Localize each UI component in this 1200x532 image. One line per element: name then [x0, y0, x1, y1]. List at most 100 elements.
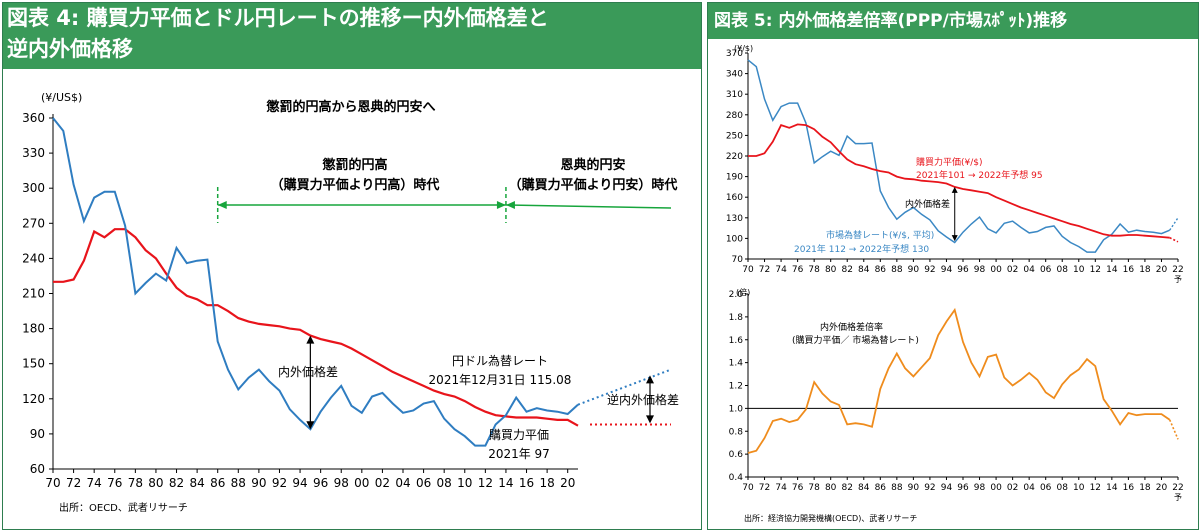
- fig4-x-tick-label: 94: [292, 476, 307, 490]
- fig5-top-y-tick-label: 130: [726, 214, 743, 224]
- figure4-title-line1: 図表 4: 購買力平価とドル円レートの推移ー内外価格差と: [7, 6, 549, 30]
- fig5-bottom-x-tick-label: 12: [1090, 483, 1101, 493]
- fig5-series: [747, 59, 1179, 454]
- fig5-bottom-x-tick-label: 10: [1073, 483, 1085, 493]
- fig4-y-tick-label: 150: [22, 357, 45, 371]
- fig5-top-x-tick-label: 08: [1057, 265, 1069, 275]
- fig4-annot-fx-line1: 円ドル為替レート: [452, 354, 548, 368]
- fig5-bottom-y-tick-label: 1.8: [729, 313, 744, 323]
- fig4-rev-gap-arrow-head-bottom: [646, 415, 654, 424]
- fig5-bottom-y-tick-label: 1.6: [729, 336, 744, 346]
- fig5-top-y-tick-label: 280: [726, 111, 743, 121]
- fig4-x-tick-label: 98: [334, 476, 349, 490]
- fig5-bottom-x-tick-label: 70: [742, 483, 754, 493]
- fig4-annot-ppp-line1: 購買力平価: [489, 428, 549, 442]
- fig5-top-x-tick-label: 98: [974, 265, 986, 275]
- fig5-fx-label-line1: 市場為替レート(¥/$, 平均): [826, 229, 934, 241]
- fig4-y-tick-label: 210: [22, 287, 45, 301]
- fig4-y-tick-label: 360: [22, 111, 45, 125]
- fig5-top-y-tick-label: 340: [726, 70, 743, 80]
- fig4-x-tick-label: 16: [519, 476, 534, 490]
- fig5-gap-label: 内外価格差: [905, 198, 950, 210]
- fig4-x-tick-label: 08: [437, 476, 452, 490]
- fig4-x-tick-label: 72: [66, 476, 81, 490]
- fig4-x-tick-label: 04: [395, 476, 410, 490]
- fig5-top-x-tick-label: 10: [1073, 265, 1085, 275]
- fig4-fx-line: [52, 117, 579, 447]
- fig5-bottom-x-forecast-mark: 予: [1174, 493, 1182, 502]
- fig5-ratio-label-line2: (購買力平価／ 市場為替レート): [792, 334, 919, 346]
- fig5-fx-label-line2: 2021年 112 → 2022年予想 130: [794, 243, 929, 255]
- fig5-ppp-line: [748, 123, 1170, 239]
- fig4-gap-arrow-head-bottom: [306, 421, 315, 430]
- fig5-top-x-tick-label: 70: [742, 265, 754, 275]
- fig5-bottom-x-tick-label: 98: [974, 483, 986, 493]
- fig5-fx-line: [747, 59, 1170, 253]
- fig4-annot-ppp-line2: 2021年 97: [488, 447, 550, 461]
- fig5-top-x-tick-label: 92: [924, 265, 935, 275]
- fig5-bottom-x-tick-label: 84: [858, 483, 870, 493]
- fig4-y-tick-label: 120: [22, 392, 45, 406]
- fig5-top-y-tick-label: 250: [726, 131, 743, 141]
- fig5-bottom-y-tick-label: 0.4: [729, 473, 744, 483]
- fig5-bottom-x-tick-label: 94: [941, 483, 953, 493]
- fig4-era2-line1: 恩典的円安: [560, 157, 625, 173]
- fig5-bottom-y-tick-label: 0.6: [729, 450, 744, 460]
- fig5-bottom-x-tick-label: 00: [990, 483, 1002, 493]
- fig5-ratio-projection: [1168, 419, 1179, 440]
- fig4-y-tick-label: 60: [30, 462, 45, 476]
- fig4-era2-line2: （購買力平価より円安）時代: [509, 177, 678, 193]
- figure4-title: 図表 4: 購買力平価とドル円レートの推移ー内外価格差と 逆内外価格移: [3, 3, 701, 69]
- fig5-top-x-tick-label: 78: [808, 265, 820, 275]
- fig4-era1-line1: 懲罰的円高: [321, 157, 387, 173]
- fig5-top-y-tick-label: 190: [726, 173, 743, 183]
- fig5-top-x-tick-label: 90: [908, 265, 920, 275]
- fig5-top-x-tick-label: 12: [1090, 265, 1101, 275]
- fig4-annot-fx-line2: 2021年12月31日 115.08: [429, 373, 572, 387]
- fig4-gap-arrow-head-top: [306, 335, 315, 344]
- figure5-title-text: 図表 5: 内外価格差倍率(PPP/市場ｽﾎﾟｯﾄ)推移: [714, 11, 1068, 31]
- fig5-ppp-label-line1: 購買力平価(¥/$): [916, 156, 983, 168]
- fig5-top-y-tick-label: 100: [726, 234, 743, 244]
- fig4-unit: (¥/US$): [41, 91, 82, 104]
- fig5-bottom-x-tick-label: 16: [1123, 483, 1135, 493]
- fig5-top-y-tick-label: 220: [726, 152, 743, 162]
- fig5-bottom-x-tick-label: 92: [924, 483, 935, 493]
- fig5-top-y-tick-label: 160: [726, 193, 743, 203]
- fig4-series: [52, 117, 672, 447]
- fig5-top-x-tick-label: 02: [1007, 265, 1018, 275]
- fig4-x-tick-label: 02: [375, 476, 390, 490]
- fig4-y-tick-label: 180: [22, 322, 45, 336]
- fig5-top-x-tick-label: 84: [858, 265, 870, 275]
- fig5-top-x-tick-label: 94: [941, 265, 953, 275]
- fig4-x-tick-label: 14: [498, 476, 513, 490]
- fig5-top-y-tick-label: 370: [726, 49, 743, 59]
- fig5-top-x-tick-label: 80: [825, 265, 837, 275]
- fig5-top-y-tick-label: 70: [732, 255, 744, 265]
- fig4-x-tick-label: 10: [457, 476, 472, 490]
- fig5-bottom-x-tick-label: 08: [1057, 483, 1069, 493]
- figure4-title-line2: 逆内外価格移: [7, 37, 133, 61]
- fig4-x-tick-label: 88: [231, 476, 246, 490]
- fig5-top-x-tick-label: 88: [891, 265, 903, 275]
- fig5-top-x-tick-label: 04: [1023, 265, 1035, 275]
- fig5-gap-arrow-head-bottom: [951, 235, 958, 242]
- fig5-top-x-tick-label: 22: [1172, 265, 1183, 275]
- fig4-x-tick-label: 18: [539, 476, 554, 490]
- fig4-annot-rev-gap: 逆内外価格差: [607, 392, 679, 407]
- fig5-bottom-x-tick-label: 22: [1172, 483, 1183, 493]
- fig4-y-tick-label: 330: [22, 146, 45, 160]
- fig5-top-x-tick-label: 18: [1139, 265, 1151, 275]
- fig5-top-x-tick-label: 86: [875, 265, 887, 275]
- fig5-bottom-x-tick-label: 74: [775, 483, 787, 493]
- fig5-bottom-x-tick-label: 14: [1106, 483, 1118, 493]
- fig5-bottom-x-tick-label: 88: [891, 483, 903, 493]
- fig5-ratio-line: [747, 307, 1171, 454]
- fig4-era1-line2: （購買力平価より円高）時代: [271, 177, 440, 193]
- fig5-bottom-y-tick-label: 2.0: [729, 290, 744, 300]
- fig5-bottom-x-tick-label: 02: [1007, 483, 1018, 493]
- fig5-top-x-tick-label: 14: [1106, 265, 1118, 275]
- fig4-x-tick-label: 20: [560, 476, 575, 490]
- fig5-bottom-x-tick-label: 80: [825, 483, 837, 493]
